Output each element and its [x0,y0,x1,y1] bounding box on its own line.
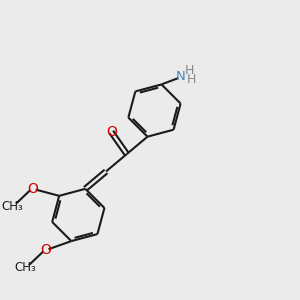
Text: CH₃: CH₃ [2,200,23,213]
Text: O: O [106,125,117,139]
Text: CH₃: CH₃ [14,261,36,274]
Text: H: H [184,64,194,77]
Text: O: O [40,243,51,257]
Text: H: H [187,74,196,86]
Text: N: N [176,70,186,83]
Text: O: O [28,182,38,196]
